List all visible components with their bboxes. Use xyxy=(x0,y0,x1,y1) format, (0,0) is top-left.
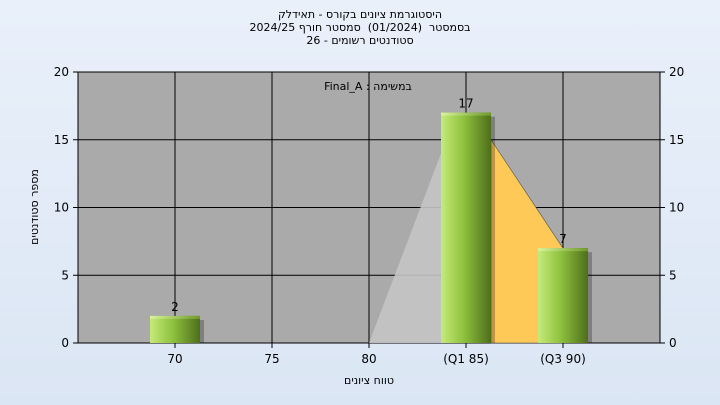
data-label-3: 17 xyxy=(458,97,473,111)
x-axis: 70 75 80 (Q1 85) (Q3 90) xyxy=(167,343,586,366)
x-tick-label-2: 80 xyxy=(361,352,376,366)
x-tick-label-1: 75 xyxy=(264,352,279,366)
chart-title-line-1: היסטוגרמת ציונים בקורס - תאידלק xyxy=(277,8,443,21)
bar-0 xyxy=(150,315,200,343)
chart-title-line-2: בסמסטר (01/2024) סמסטר חורף 2024/25 xyxy=(249,21,471,34)
data-labels: 2 17 7 xyxy=(171,97,567,314)
data-label-0: 2 xyxy=(171,300,179,314)
x-tick-label-0: 70 xyxy=(167,352,182,366)
bar-top-3 xyxy=(441,112,491,116)
gray-area xyxy=(369,153,441,343)
bars xyxy=(150,112,592,344)
y-tick-label-left-10: 10 xyxy=(54,201,69,215)
task-annotation: במשימה : Final_A xyxy=(324,80,412,93)
x-tick-label-3: (Q1 85) xyxy=(443,352,489,366)
y-axis-left: 0 5 10 15 20 xyxy=(54,65,78,350)
chart-title: היסטוגרמת ציונים בקורס - תאידלק בסמסטר (… xyxy=(0,8,720,47)
bar-3 xyxy=(441,112,491,344)
chart-title-line-3: סטודנטים רשומים - 26 xyxy=(306,34,414,47)
x-axis-title: טווח ציונים xyxy=(344,374,394,387)
y-axis-title: מספר סטודנטים xyxy=(28,169,41,245)
y-axis-right: 0 5 10 15 20 xyxy=(660,65,684,350)
y-tick-label-left-15: 15 xyxy=(54,133,69,147)
y-tick-label-right-5: 5 xyxy=(669,268,677,282)
y-tick-label-right-20: 20 xyxy=(669,65,684,79)
y-tick-label-left-5: 5 xyxy=(61,268,69,282)
data-label-4: 7 xyxy=(559,232,567,246)
y-tick-label-left-0: 0 xyxy=(61,336,69,350)
bar-top-4 xyxy=(538,248,588,252)
y-tick-label-left-20: 20 xyxy=(54,65,69,79)
bar-4 xyxy=(538,248,588,343)
y-tick-label-right-10: 10 xyxy=(669,201,684,215)
x-tick-label-4: (Q3 90) xyxy=(540,352,586,366)
y-tick-label-right-0: 0 xyxy=(669,336,677,350)
y-tick-label-right-15: 15 xyxy=(669,133,684,147)
bar-top-0 xyxy=(150,315,200,319)
